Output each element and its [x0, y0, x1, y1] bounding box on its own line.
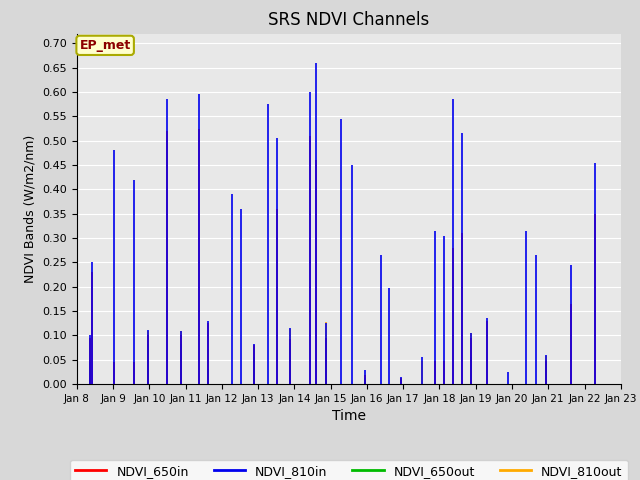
Legend: NDVI_650in, NDVI_810in, NDVI_650out, NDVI_810out: NDVI_650in, NDVI_810in, NDVI_650out, NDV… [70, 460, 628, 480]
Y-axis label: NDVI Bands (W/m2/nm): NDVI Bands (W/m2/nm) [24, 135, 36, 283]
Title: SRS NDVI Channels: SRS NDVI Channels [268, 11, 429, 29]
Text: EP_met: EP_met [79, 39, 131, 52]
X-axis label: Time: Time [332, 409, 366, 423]
